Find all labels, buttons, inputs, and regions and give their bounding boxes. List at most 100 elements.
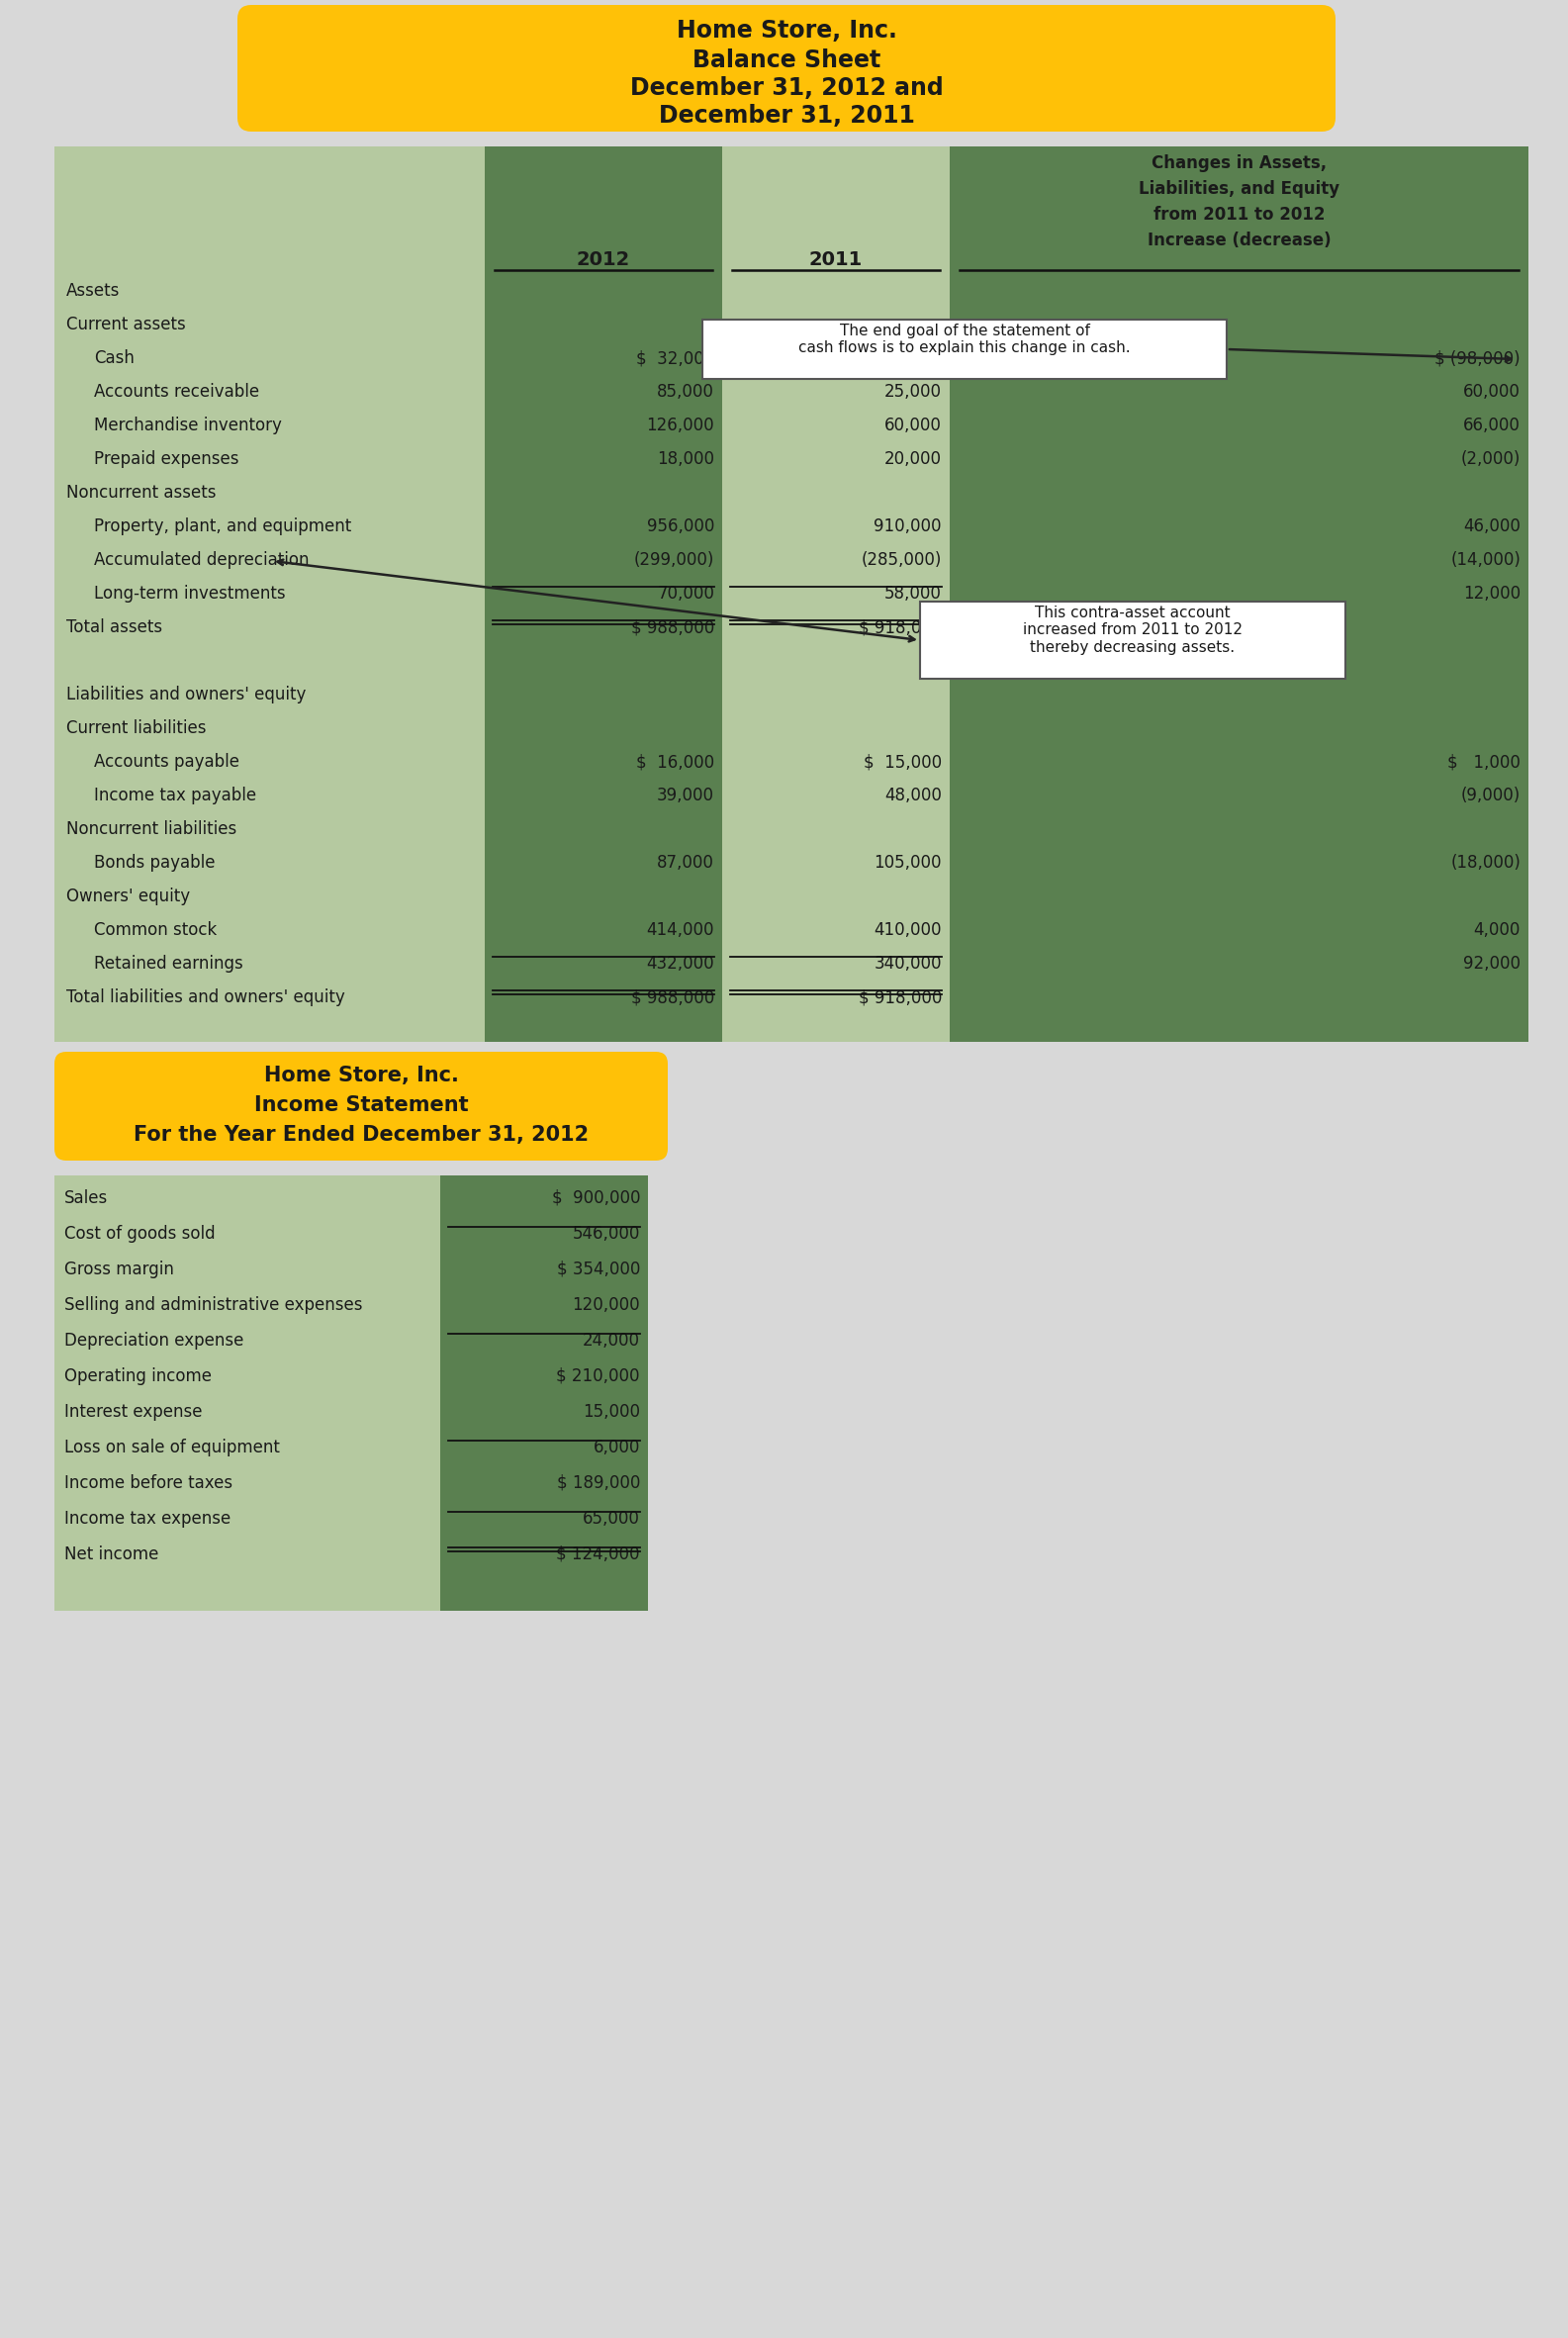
Text: $ 130,000: $ 130,000 [858,348,942,367]
Text: Operating income: Operating income [64,1368,212,1384]
Text: Merchandise inventory: Merchandise inventory [94,416,282,435]
Text: 48,000: 48,000 [884,786,942,804]
Bar [723,147,950,1043]
Text: (18,000): (18,000) [1450,853,1521,872]
Text: $ 918,000: $ 918,000 [858,989,942,1005]
Text: 340,000: 340,000 [873,954,942,973]
Text: Property, plant, and equipment: Property, plant, and equipment [94,517,351,535]
Text: $  15,000: $ 15,000 [864,753,942,772]
Text: (9,000): (9,000) [1461,786,1521,804]
Text: $ (98,000): $ (98,000) [1435,348,1521,367]
Text: 60,000: 60,000 [884,416,942,435]
Text: 58,000: 58,000 [884,584,942,603]
Text: For the Year Ended December 31, 2012: For the Year Ended December 31, 2012 [133,1125,588,1146]
Text: This contra-asset account
increased from 2011 to 2012
thereby decreasing assets.: This contra-asset account increased from… [1022,606,1242,655]
Text: from 2011 to 2012: from 2011 to 2012 [1152,206,1325,224]
Text: Assets: Assets [66,283,121,299]
Text: $ 918,000: $ 918,000 [858,617,942,636]
Text: Loss on sale of equipment: Loss on sale of equipment [64,1438,279,1457]
Text: Liabilities, and Equity: Liabilities, and Equity [1138,180,1339,199]
Text: (14,000): (14,000) [1450,552,1521,568]
Text: 414,000: 414,000 [646,921,715,940]
Text: (2,000): (2,000) [1461,451,1521,468]
FancyBboxPatch shape [55,1052,668,1160]
Text: Increase (decrease): Increase (decrease) [1148,231,1331,250]
Text: Accounts receivable: Accounts receivable [94,383,259,400]
Text: Noncurrent liabilities: Noncurrent liabilities [66,821,237,837]
Text: Depreciation expense: Depreciation expense [64,1333,243,1349]
Text: 120,000: 120,000 [572,1295,640,1314]
FancyBboxPatch shape [237,5,1336,131]
Text: Interest expense: Interest expense [64,1403,202,1422]
Bar [920,601,1345,678]
Text: Prepaid expenses: Prepaid expenses [94,451,238,468]
Text: Owners' equity: Owners' equity [66,888,190,905]
Text: (285,000): (285,000) [861,552,942,568]
Text: $ 988,000: $ 988,000 [630,989,715,1005]
Text: 20,000: 20,000 [884,451,942,468]
Text: 15,000: 15,000 [583,1403,640,1422]
Text: 432,000: 432,000 [646,954,715,973]
Text: 126,000: 126,000 [646,416,715,435]
Text: Sales: Sales [64,1190,108,1206]
Text: $ 210,000: $ 210,000 [557,1368,640,1384]
Text: The end goal of the statement of
cash flows is to explain this change in cash.: The end goal of the statement of cash fl… [798,323,1131,355]
Text: Balance Sheet: Balance Sheet [693,49,881,72]
Text: 2011: 2011 [809,250,862,269]
Text: Income before taxes: Income before taxes [64,1475,232,1492]
Bar [55,147,485,1043]
Text: 24,000: 24,000 [583,1333,640,1349]
Text: 60,000: 60,000 [1463,383,1521,400]
Text: $ 354,000: $ 354,000 [557,1260,640,1279]
Text: 956,000: 956,000 [646,517,715,535]
Text: 70,000: 70,000 [657,584,715,603]
Text: Long-term investments: Long-term investments [94,584,285,603]
Text: Accumulated depreciation: Accumulated depreciation [94,552,309,568]
Text: December 31, 2012 and: December 31, 2012 and [630,77,942,101]
Bar [950,147,1529,1043]
Text: Net income: Net income [64,1545,158,1564]
Bar [441,1176,648,1611]
Bar [702,320,1226,379]
Text: Common stock: Common stock [94,921,216,940]
Text: Current liabilities: Current liabilities [66,720,207,736]
Text: Accounts payable: Accounts payable [94,753,240,772]
Text: $  900,000: $ 900,000 [552,1190,640,1206]
Text: 66,000: 66,000 [1463,416,1521,435]
Text: Current assets: Current assets [66,316,185,334]
Text: 25,000: 25,000 [884,383,942,400]
Text: 410,000: 410,000 [873,921,942,940]
Text: $   1,000: $ 1,000 [1447,753,1521,772]
Text: $ 124,000: $ 124,000 [557,1545,640,1564]
Text: $  16,000: $ 16,000 [637,753,715,772]
Text: Total assets: Total assets [66,617,163,636]
Text: Cash: Cash [94,348,135,367]
Bar [485,147,723,1043]
Text: 2012: 2012 [577,250,630,269]
Text: 12,000: 12,000 [1463,584,1521,603]
Text: Gross margin: Gross margin [64,1260,174,1279]
Text: 6,000: 6,000 [593,1438,640,1457]
Text: $  32,000: $ 32,000 [637,348,715,367]
Text: Home Store, Inc.: Home Store, Inc. [676,19,897,42]
Text: 39,000: 39,000 [657,786,715,804]
Text: 87,000: 87,000 [657,853,715,872]
Text: Income tax expense: Income tax expense [64,1510,230,1527]
Text: Income tax payable: Income tax payable [94,786,256,804]
Text: 105,000: 105,000 [873,853,942,872]
Text: 18,000: 18,000 [657,451,715,468]
Text: $ 988,000: $ 988,000 [630,617,715,636]
Text: 92,000: 92,000 [1463,954,1521,973]
Text: December 31, 2011: December 31, 2011 [659,103,914,129]
Text: 910,000: 910,000 [873,517,942,535]
Text: Total liabilities and owners' equity: Total liabilities and owners' equity [66,989,345,1005]
Text: 46,000: 46,000 [1463,517,1521,535]
Text: Home Store, Inc.: Home Store, Inc. [263,1066,458,1085]
Text: Cost of goods sold: Cost of goods sold [64,1225,215,1244]
Text: (299,000): (299,000) [633,552,715,568]
Text: Selling and administrative expenses: Selling and administrative expenses [64,1295,362,1314]
Bar [55,1176,441,1611]
Text: Retained earnings: Retained earnings [94,954,243,973]
Text: Noncurrent assets: Noncurrent assets [66,484,216,503]
Text: 546,000: 546,000 [572,1225,640,1244]
